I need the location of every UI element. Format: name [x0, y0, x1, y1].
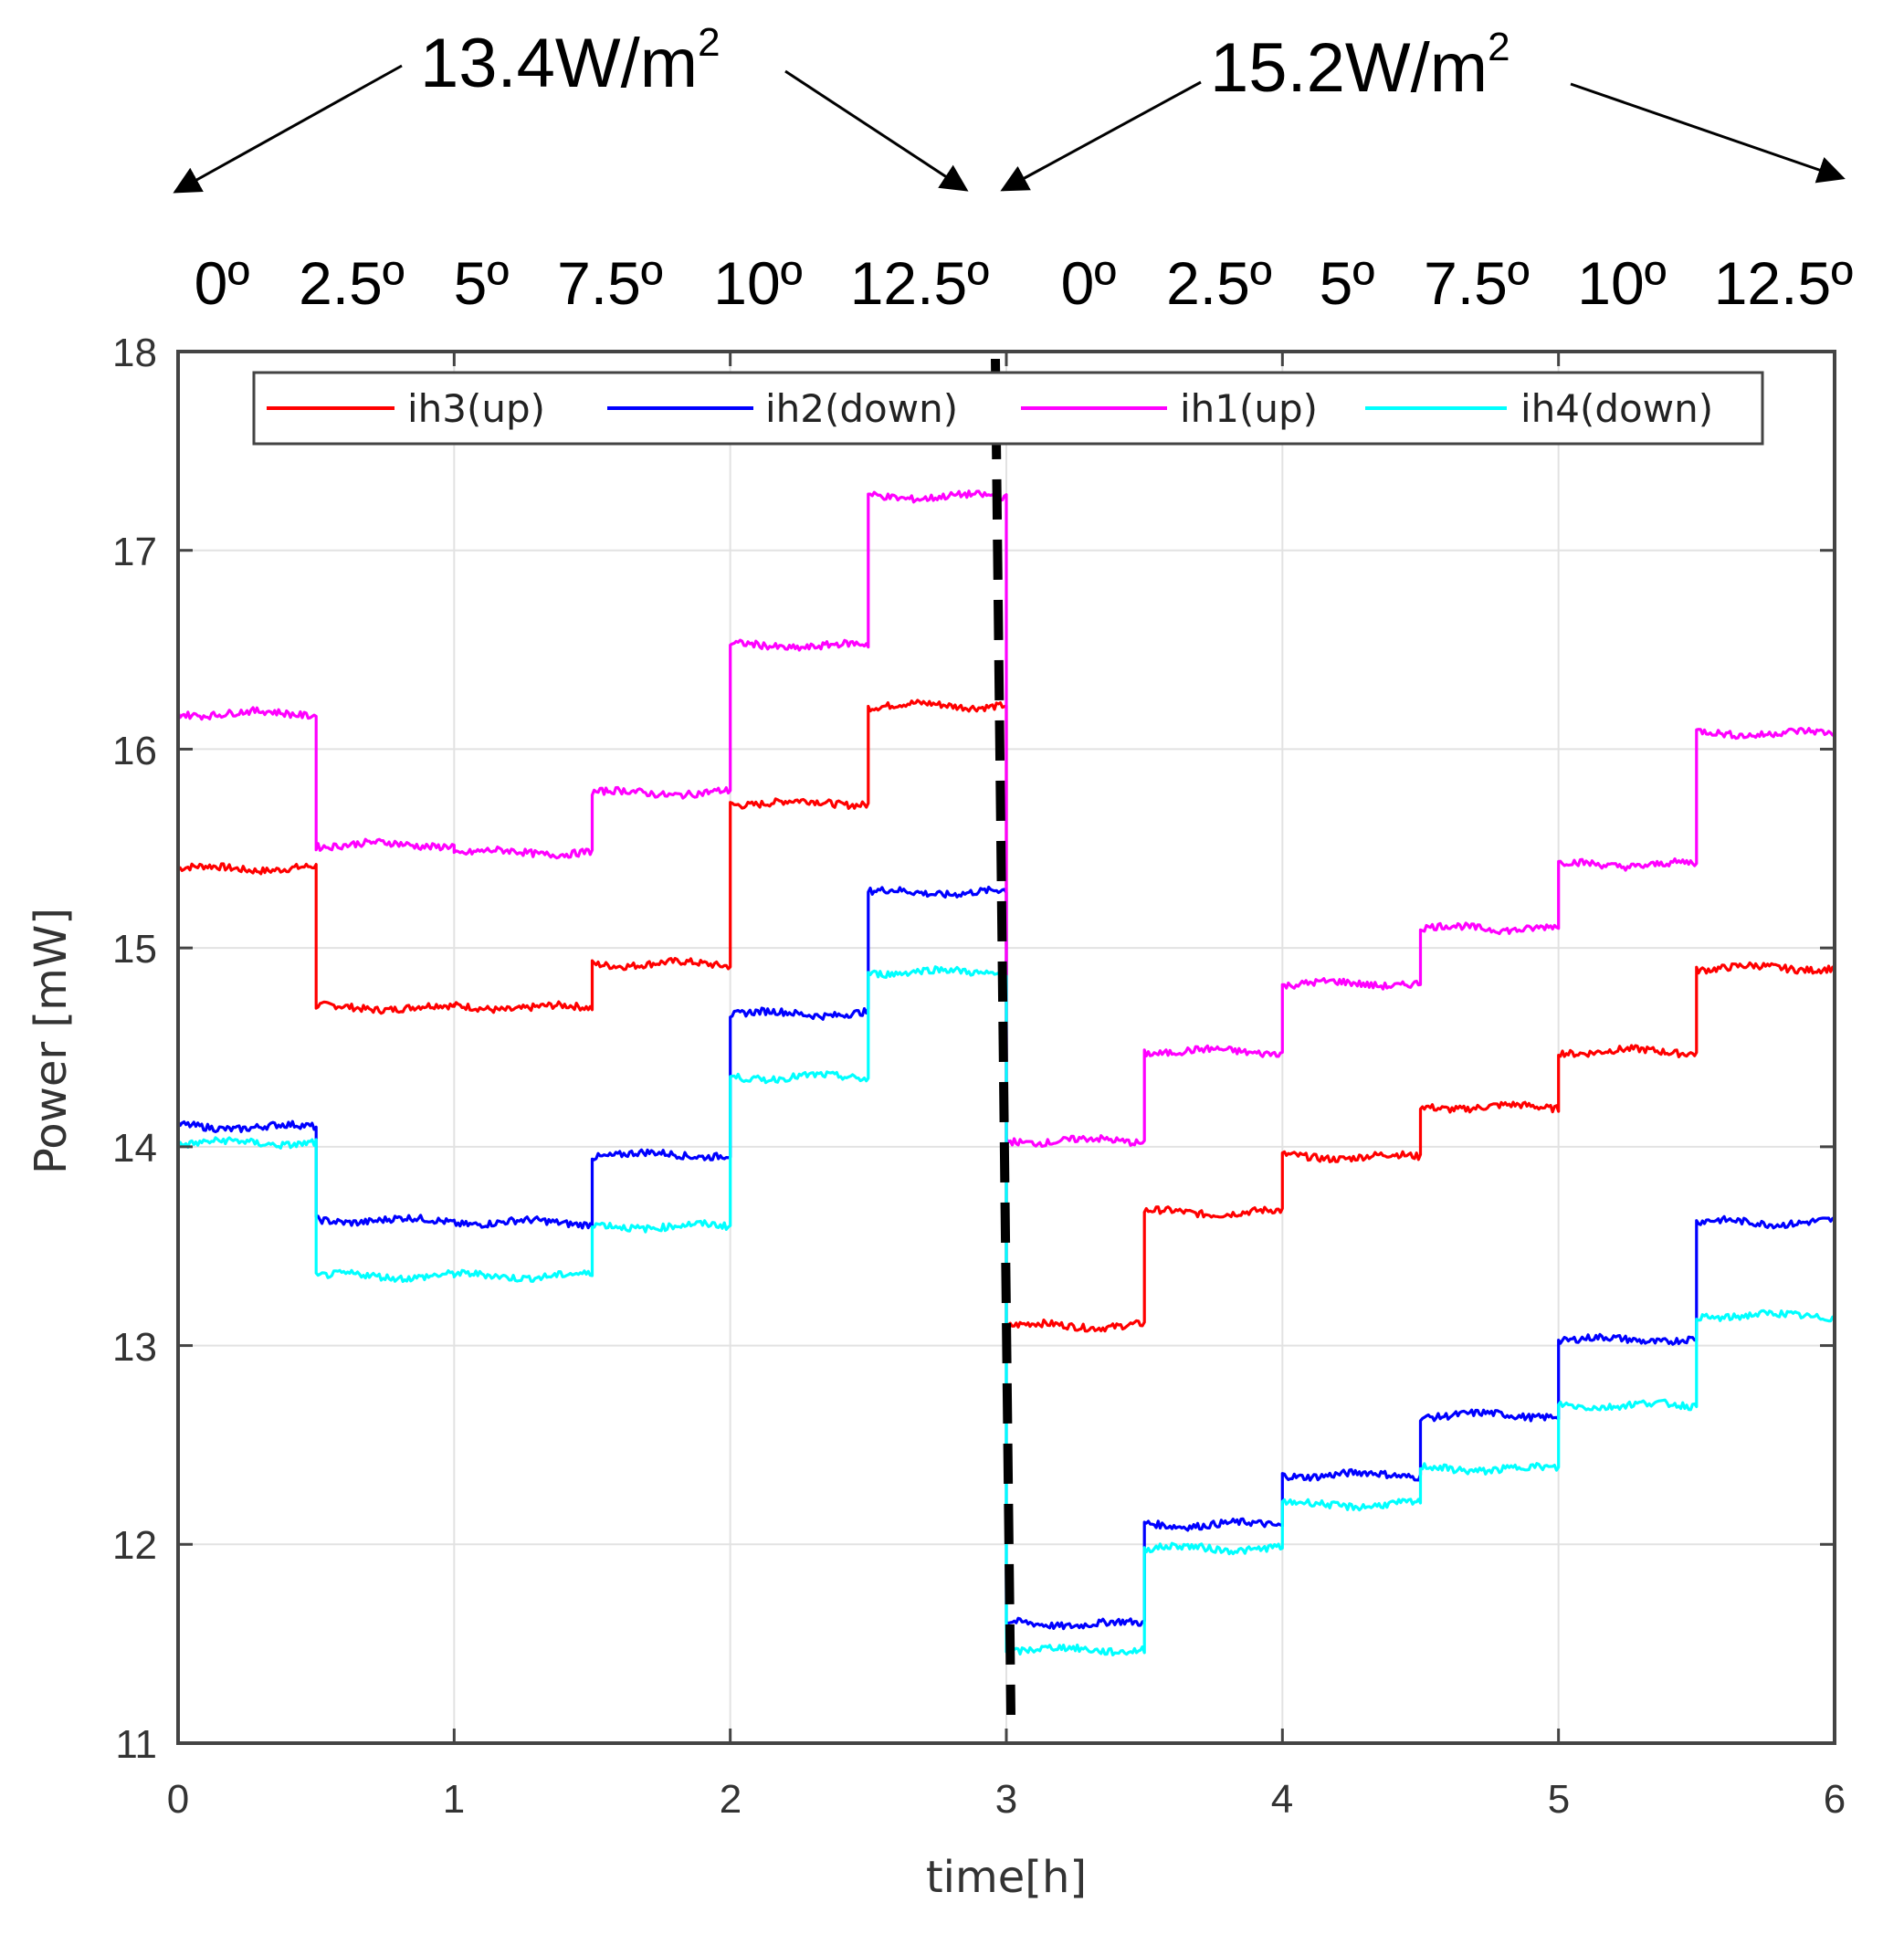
angle-label: 7.5º [1424, 249, 1530, 317]
x-tick-label: 2 [720, 1777, 742, 1822]
irradiance-arrow-right-end [1570, 82, 1846, 184]
x-axis-title: time[h] [926, 1852, 1087, 1903]
y-tick-label: 17 [112, 530, 157, 574]
irradiance-label-right: 15.2W/m2 [1210, 25, 1510, 107]
legend-box [252, 371, 1764, 446]
irradiance-arrow-right-start [1000, 80, 1202, 192]
angle-label: 0º [1061, 249, 1117, 317]
y-tick-label: 11 [115, 1722, 157, 1767]
x-tick-label: 1 [443, 1777, 465, 1822]
x-tick-labels: 0 1 2 3 4 5 6 [167, 1777, 1846, 1822]
legend-label-ih3: ih3(up) [407, 386, 545, 431]
y-tick-label: 18 [112, 331, 157, 375]
irradiance-label-left: 13.4W/m2 [420, 20, 721, 102]
angle-label: 10º [1577, 249, 1667, 317]
series-line-ih4-down [178, 965, 1835, 1657]
series-layer [178, 489, 1835, 1657]
y-tick-label: 12 [112, 1523, 157, 1568]
x-tick-label: 5 [1548, 1777, 1570, 1822]
legend-label-ih1: ih1(up) [1180, 386, 1318, 431]
angle-label: 12.5º [850, 249, 990, 317]
legend: ih3(up) ih2(down) ih1(up) ih4(down) [252, 371, 1764, 446]
y-tick-label: 13 [112, 1325, 157, 1370]
x-tick-label: 4 [1271, 1777, 1293, 1822]
angle-labels-left: 0º 2.5º 5º 7.5º 10º 12.5º [195, 249, 990, 317]
angle-label: 2.5º [299, 249, 405, 317]
y-axis-title: Power [mW] [26, 908, 77, 1174]
divider-line [991, 358, 1015, 1716]
angle-label: 5º [454, 249, 510, 317]
irradiance-arrow-left-end [784, 69, 969, 192]
y-tick-label: 14 [112, 1126, 157, 1171]
angle-label: 7.5º [557, 249, 663, 317]
angle-label: 0º [195, 249, 250, 317]
legend-label-ih2: ih2(down) [765, 386, 958, 431]
angle-label: 10º [713, 249, 803, 317]
x-tick-label: 3 [995, 1777, 1017, 1822]
series-line-ih1-up [178, 489, 1835, 1149]
angle-label: 5º [1320, 249, 1375, 317]
y-tick-label: 16 [112, 729, 157, 773]
tick-marks [176, 350, 1836, 1745]
legend-label-ih4: ih4(down) [1520, 386, 1713, 431]
angle-labels-right: 0º 2.5º 5º 7.5º 10º 12.5º [1061, 249, 1854, 317]
x-tick-label: 6 [1824, 1777, 1846, 1822]
y-tick-label: 15 [112, 927, 157, 972]
y-tick-labels: 11 12 13 14 15 16 17 18 [112, 331, 157, 1767]
angle-label: 12.5º [1714, 249, 1854, 317]
angle-label: 2.5º [1166, 249, 1272, 317]
x-tick-label: 0 [167, 1777, 189, 1822]
irradiance-arrow-left-start [173, 64, 403, 194]
